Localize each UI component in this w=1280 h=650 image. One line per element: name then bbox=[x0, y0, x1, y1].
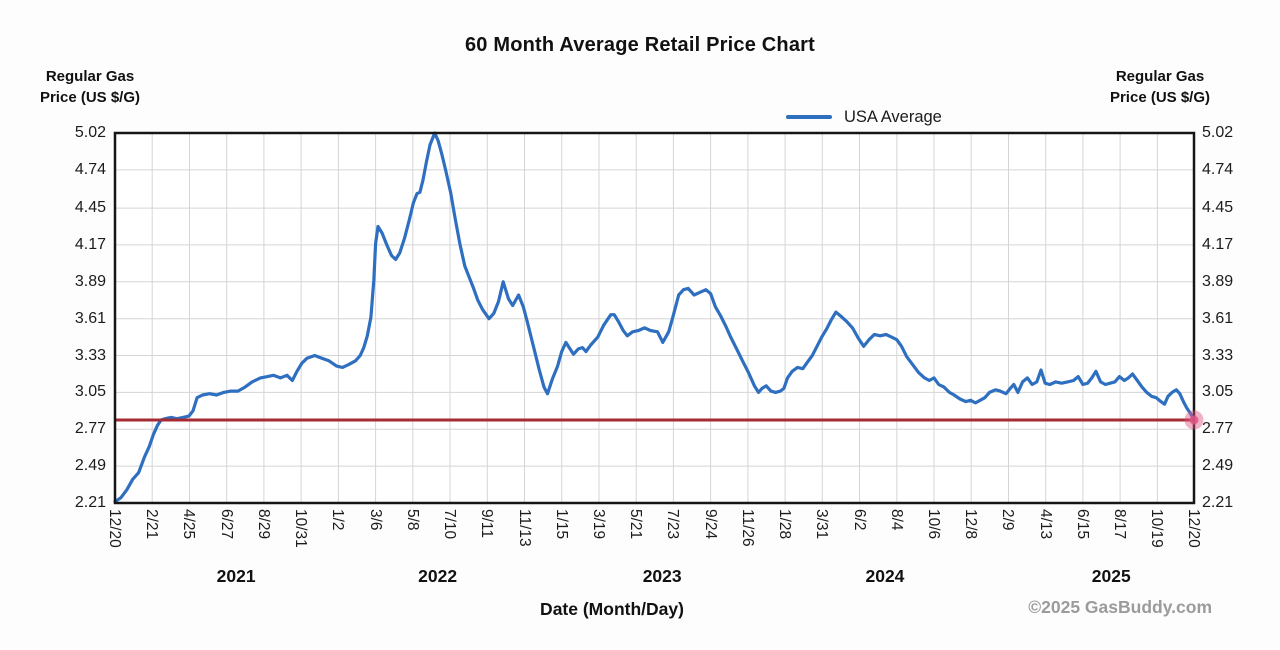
x-tick-label: 4/13 bbox=[1036, 509, 1054, 540]
x-axis-title: Date (Month/Day) bbox=[540, 599, 684, 619]
x-tick-label: 1/2 bbox=[329, 509, 347, 531]
legend: USA Average bbox=[786, 107, 942, 127]
y-tick-label-left: 3.05 bbox=[74, 383, 106, 401]
plot-area bbox=[113, 131, 1204, 505]
x-tick-label: 8/4 bbox=[887, 509, 905, 531]
x-tick-label: 2/9 bbox=[999, 509, 1017, 531]
gasbuddy-watermark: ©2025 GasBuddy.com bbox=[1028, 597, 1212, 617]
x-tick-label: 3/6 bbox=[366, 509, 384, 531]
plot-background bbox=[115, 133, 1194, 503]
x-tick-label: 6/27 bbox=[217, 509, 235, 540]
x-tick-label: 9/24 bbox=[701, 509, 719, 540]
x-tick-label: 6/15 bbox=[1073, 509, 1091, 540]
x-tick-label: 11/26 bbox=[738, 509, 756, 547]
legend-label: USA Average bbox=[844, 107, 942, 126]
year-label: 2024 bbox=[865, 566, 905, 586]
x-tick-label: 3/31 bbox=[813, 509, 831, 540]
chart-title: 60 Month Average Retail Price Chart bbox=[464, 34, 816, 56]
y-tick-label-right: 3.61 bbox=[1202, 309, 1234, 327]
price-chart-svg bbox=[113, 131, 1204, 505]
y-tick-label-left: 3.33 bbox=[74, 346, 106, 364]
x-tick-label: 7/10 bbox=[441, 509, 459, 540]
y-tick-label-right: 4.74 bbox=[1202, 160, 1234, 178]
x-tick-label: 11/13 bbox=[515, 509, 533, 547]
grid-lines bbox=[115, 133, 1194, 503]
x-tick-label: 12/8 bbox=[962, 509, 980, 540]
year-label: 2022 bbox=[418, 566, 458, 586]
y-tick-label-right: 2.77 bbox=[1202, 420, 1234, 438]
y-tick-label-left: 3.89 bbox=[74, 272, 106, 290]
usa-average-price-line bbox=[113, 131, 1196, 504]
x-tick-label: 5/8 bbox=[403, 509, 421, 531]
y-tick-label-right: 4.17 bbox=[1202, 235, 1234, 253]
x-tick-label: 4/25 bbox=[180, 509, 198, 540]
plot-border bbox=[113, 131, 1196, 505]
x-tick-label: 3/19 bbox=[589, 509, 607, 540]
x-tick-label: 2/21 bbox=[143, 509, 161, 540]
y-tick-label-left: 2.77 bbox=[74, 420, 106, 438]
y-tick-label-right: 3.33 bbox=[1202, 346, 1234, 364]
year-label: 2021 bbox=[216, 566, 256, 586]
y-tick-label-left: 2.49 bbox=[74, 457, 106, 475]
x-tick-label: 10/19 bbox=[1148, 509, 1166, 548]
y-axis-label-left: Regular Gas Price (US $/G) bbox=[39, 68, 141, 106]
y-tick-label-right: 3.05 bbox=[1202, 383, 1234, 401]
y-tick-label-left: 3.61 bbox=[74, 309, 106, 327]
y-tick-label-left: 4.74 bbox=[74, 160, 106, 178]
y-tick-label-left: 5.02 bbox=[74, 124, 106, 141]
x-tick-label: 9/11 bbox=[478, 509, 496, 539]
y-tick-label-right: 2.21 bbox=[1202, 494, 1234, 511]
y-tick-label-left: 4.17 bbox=[74, 235, 106, 253]
y-tick-label-right: 3.89 bbox=[1202, 272, 1234, 290]
x-tick-label: 8/17 bbox=[1111, 509, 1129, 540]
x-tick-label: 1/28 bbox=[776, 509, 794, 540]
x-tick-label: 7/23 bbox=[664, 509, 682, 540]
x-tick-label: 10/31 bbox=[292, 509, 310, 548]
y-tick-label-left: 4.45 bbox=[74, 199, 106, 217]
current-price-dot-center bbox=[1189, 415, 1199, 425]
y-tick-label-right: 4.45 bbox=[1202, 199, 1234, 217]
y-tick-label-right: 2.49 bbox=[1202, 457, 1234, 475]
year-label: 2023 bbox=[642, 566, 682, 586]
y-tick-label-left: 2.21 bbox=[74, 494, 106, 511]
x-tick-label: 8/29 bbox=[254, 509, 272, 540]
year-label: 2025 bbox=[1091, 566, 1131, 586]
usa-average-line-swatch bbox=[786, 115, 832, 119]
x-tick-label: 5/21 bbox=[627, 509, 645, 540]
y-axis-label-right: Regular Gas Price (US $/G) bbox=[1109, 68, 1211, 106]
x-tick-label: 6/2 bbox=[850, 509, 868, 531]
y-tick-label-right: 5.02 bbox=[1202, 124, 1234, 141]
x-tick-label: 12/20 bbox=[1185, 509, 1202, 548]
x-tick-label: 12/20 bbox=[106, 509, 123, 548]
x-tick-label: 10/6 bbox=[925, 509, 942, 540]
x-tick-label: 1/15 bbox=[552, 509, 570, 540]
